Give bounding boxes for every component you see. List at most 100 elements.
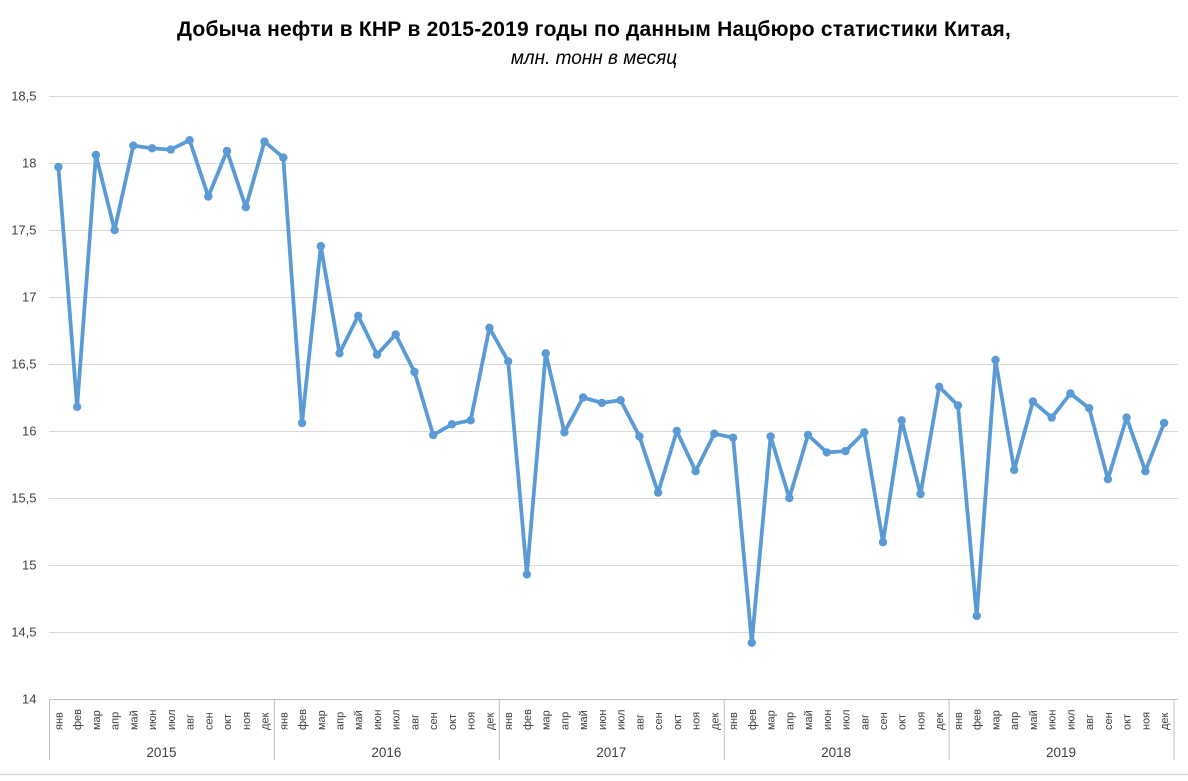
data-point — [522, 570, 532, 579]
x-month-label: авг — [1084, 714, 1096, 730]
x-month-label: мар — [990, 710, 1002, 730]
x-month-label: июл — [1065, 709, 1077, 730]
data-point — [653, 488, 663, 497]
data-point — [897, 416, 906, 425]
x-month-label: май — [353, 710, 365, 730]
x-month-label: фев — [522, 709, 534, 730]
data-point — [466, 416, 475, 425]
data-point — [878, 538, 888, 547]
data-point — [691, 467, 700, 476]
x-month-label: янв — [503, 712, 515, 730]
x-month-label: дек — [934, 712, 946, 730]
data-point — [279, 153, 288, 162]
data-point — [372, 350, 382, 359]
data-point — [578, 393, 588, 402]
x-month-label: авг — [634, 714, 646, 730]
data-point — [935, 382, 944, 391]
data-point — [447, 420, 457, 429]
x-month-label: мар — [541, 710, 553, 730]
x-month-label: дек — [484, 712, 496, 730]
data-point — [1159, 418, 1169, 428]
data-point — [766, 432, 775, 441]
x-month-label: апр — [334, 712, 346, 730]
data-point — [204, 192, 213, 201]
data-point — [860, 428, 869, 437]
y-tick-label: 14 — [22, 692, 36, 707]
x-month-label: фев — [72, 709, 84, 730]
chart-title: Добыча нефти в КНР в 2015-2019 годы по д… — [177, 18, 1011, 41]
x-month-label: фев — [972, 709, 984, 730]
x-month-label: июн — [372, 710, 384, 730]
x-month-label: ноя — [1140, 712, 1152, 730]
chart-title-block: Добыча нефти в КНР в 2015-2019 годы по д… — [0, 15, 1188, 73]
data-point — [785, 493, 794, 503]
y-tick-label: 16,5 — [11, 357, 36, 372]
x-month-label: сен — [653, 712, 665, 730]
x-month-label: сен — [1103, 712, 1115, 730]
data-point — [1010, 465, 1019, 475]
x-month-label: дек — [260, 712, 272, 730]
data-point — [147, 144, 157, 153]
data-line — [56, 138, 1166, 645]
x-month-label: ноя — [915, 712, 927, 730]
data-point — [1085, 404, 1094, 413]
x-month-label: фев — [747, 709, 759, 730]
x-month-label: ноя — [241, 712, 253, 730]
x-month-label: мар — [91, 710, 103, 730]
x-month-label: окт — [897, 714, 909, 730]
data-point — [354, 311, 363, 320]
data-point — [72, 402, 82, 412]
x-month-label: апр — [1009, 712, 1021, 730]
x-month-label: янв — [53, 712, 65, 730]
x-month-label: янв — [953, 712, 965, 730]
x-month-label: окт — [672, 714, 684, 730]
y-tick-label: 15,5 — [11, 491, 36, 506]
data-point — [616, 396, 625, 405]
y-tick-label: 17,5 — [11, 223, 36, 238]
x-month-label: окт — [1122, 714, 1134, 730]
x-month-label: июл — [616, 709, 628, 730]
data-point — [728, 433, 738, 442]
x-month-label: ноя — [691, 712, 703, 730]
data-point — [841, 446, 850, 456]
data-point — [222, 146, 232, 156]
x-month-label: мар — [316, 710, 328, 730]
data-point — [1047, 413, 1056, 422]
data-point — [822, 448, 831, 457]
data-point — [110, 225, 119, 235]
x-month-label: июл — [841, 709, 853, 730]
data-point — [241, 203, 250, 212]
data-point — [710, 429, 719, 438]
x-month-label: апр — [784, 712, 796, 730]
x-month-label: дек — [1159, 712, 1171, 730]
data-point — [504, 357, 513, 366]
x-month-label: окт — [222, 714, 234, 730]
data-point — [916, 489, 925, 499]
x-month-label: май — [128, 710, 140, 730]
x-month-label: июл — [166, 709, 178, 730]
data-point — [1028, 397, 1038, 406]
x-month-label: апр — [559, 712, 571, 730]
data-point — [185, 136, 194, 145]
x-month-label: июн — [597, 710, 609, 730]
data-point — [54, 162, 63, 172]
x-year-label: 2017 — [596, 745, 626, 760]
x-month-label: фев — [297, 709, 309, 730]
chart-subtitle: млн. тонн в месяц — [510, 48, 678, 69]
x-month-label: май — [578, 710, 590, 730]
y-tick-label: 15 — [22, 558, 36, 573]
x-month-label: апр — [110, 712, 122, 730]
y-tick-label: 16 — [22, 424, 36, 439]
y-tick-label: 14,5 — [11, 625, 36, 640]
x-month-label: мар — [766, 710, 778, 730]
data-point — [597, 398, 607, 408]
data-point — [560, 428, 569, 437]
data-point — [1122, 413, 1131, 422]
data-point — [297, 418, 307, 428]
x-year-label: 2019 — [1046, 745, 1076, 760]
data-point — [991, 355, 1000, 365]
x-year-label: 2018 — [821, 745, 851, 760]
data-point — [672, 426, 681, 436]
x-month-label: янв — [278, 712, 290, 730]
